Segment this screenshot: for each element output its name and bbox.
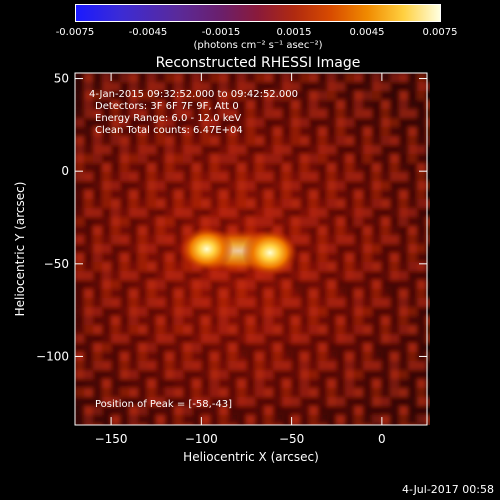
axes: −150 −100 −50 0 50 0 −50 −100 Heliocentric X (ar… [13,72,428,464]
x-tick-label: 0 [378,432,386,446]
x-tick-label: −50 [279,432,304,446]
colorbar-gradient [76,5,440,21]
y-tick-label: −50 [44,257,69,271]
y-tick-label: 50 [54,72,69,86]
footer-timestamp: 4-Jul-2017 00:58 [401,483,494,496]
colorbar-tick: 0.0075 [422,27,458,38]
annotation-line: Detectors: 3F 6F 7F 9F, Att 0 [95,101,239,112]
y-axis-label: Heliocentric Y (arcsec) [13,182,27,317]
chart-title: Reconstructed RHESSI Image [155,55,361,71]
annotation-line: Energy Range: 6.0 - 12.0 keV [95,113,241,124]
y-tick-label: 0 [61,164,69,178]
heatmap-plot: 4-Jan-2015 09:32:52.000 to 09:42:52.000D… [75,73,430,425]
colorbar-tick: -0.0045 [128,27,168,38]
peak-position-label: Position of Peak = [-58,-43] [95,399,232,410]
x-tick-label: −150 [95,432,128,446]
flare-source [180,226,234,272]
x-tick-label: −100 [185,432,218,446]
colorbar [75,4,441,22]
y-tick-label: −100 [36,349,69,363]
annotation-line: Clean Total counts: 6.47E+04 [95,125,243,136]
colorbar-tick: -0.0015 [201,27,241,38]
heatmap-texture [75,73,430,425]
x-axis-label: Heliocentric X (arcsec) [183,450,319,464]
annotation-line: 4-Jan-2015 09:32:52.000 to 09:42:52.000 [89,89,298,100]
colorbar-tick: 0.0015 [276,27,312,38]
colorbar-tick: 0.0045 [349,27,385,38]
colorbar-tick: -0.0075 [55,27,95,38]
flare-source [241,228,298,277]
plot-frame [74,72,428,426]
colorbar-unit: (photons cm⁻² s⁻¹ asec⁻²) [193,40,323,51]
